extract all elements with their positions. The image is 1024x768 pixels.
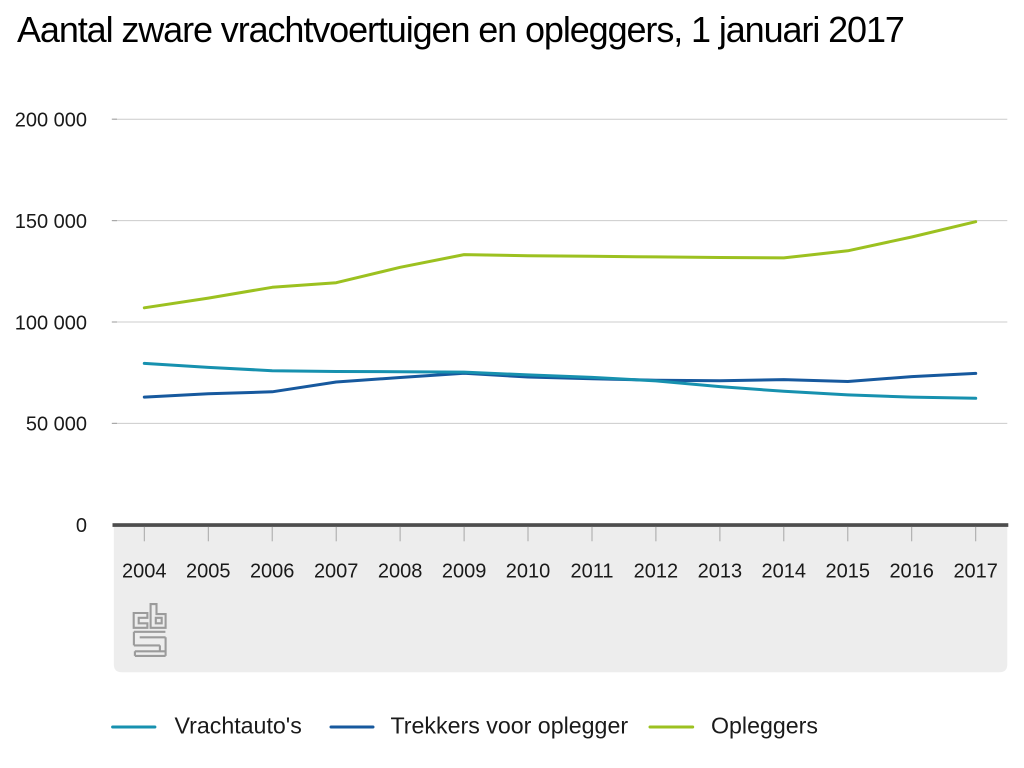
svg-text:2010: 2010	[506, 561, 551, 583]
svg-text:50 000: 50 000	[26, 414, 87, 436]
svg-text:2006: 2006	[250, 561, 295, 583]
svg-text:2008: 2008	[378, 561, 423, 583]
svg-text:2015: 2015	[826, 561, 871, 583]
svg-text:2017: 2017	[953, 561, 998, 583]
svg-text:200 000: 200 000	[15, 110, 87, 132]
svg-text:Trekkers voor oplegger: Trekkers voor oplegger	[391, 713, 629, 739]
svg-text:2016: 2016	[889, 561, 934, 583]
svg-text:2004: 2004	[122, 561, 167, 583]
svg-text:Aantal zware vrachtvoertuigen: Aantal zware vrachtvoertuigen en oplegge…	[17, 9, 904, 50]
svg-text:150 000: 150 000	[15, 211, 87, 233]
svg-text:2009: 2009	[442, 561, 487, 583]
svg-text:0: 0	[76, 515, 87, 537]
svg-text:100 000: 100 000	[15, 312, 87, 334]
svg-text:2014: 2014	[762, 561, 807, 583]
svg-text:Vrachtauto's: Vrachtauto's	[175, 713, 302, 739]
svg-text:2012: 2012	[634, 561, 679, 583]
svg-text:2013: 2013	[698, 561, 743, 583]
svg-text:2005: 2005	[186, 561, 231, 583]
svg-text:2007: 2007	[314, 561, 359, 583]
svg-text:2011: 2011	[570, 561, 613, 583]
svg-text:Opleggers: Opleggers	[711, 713, 818, 739]
